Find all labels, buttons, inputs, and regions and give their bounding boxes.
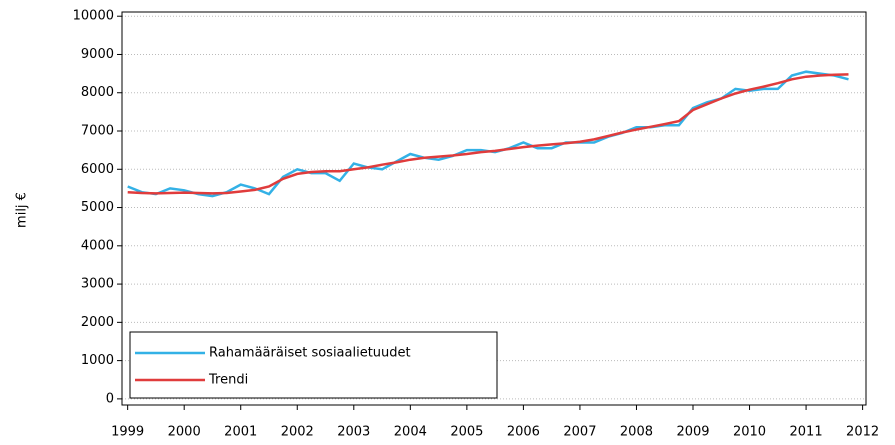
y-tick-label: 5000 [81,200,114,215]
y-tick-label: 10000 [73,9,114,24]
y-tick-label: 8000 [81,85,114,100]
x-tick-label: 2002 [281,425,314,440]
x-tick-label: 2006 [507,425,540,440]
legend-label: Rahamääräiset sosiaalietuudet [209,346,411,361]
x-tick-label: 2000 [168,425,201,440]
x-tick-label: 2004 [394,425,427,440]
legend-label: Trendi [208,373,248,388]
legend-box [129,331,498,399]
y-tick-label: 3000 [81,277,114,292]
y-tick-label: 1000 [81,353,114,368]
x-tick-label: 2008 [620,425,653,440]
x-tick-label: 2001 [224,425,257,440]
x-tick-label: 2011 [790,425,823,440]
y-tick-label: 6000 [81,162,114,177]
x-tick-label: 2005 [450,425,483,440]
x-tick-label: 2003 [337,425,370,440]
x-tick-label: 2012 [846,425,879,440]
x-tick-label: 2009 [676,425,709,440]
y-tick-label: 4000 [81,238,114,253]
series-line [127,73,849,195]
y-tick-label: 9000 [81,47,114,62]
x-tick-label: 1999 [111,425,144,440]
x-tick-label: 2007 [563,425,596,440]
x-tick-label: 2010 [733,425,766,440]
plot-frame [121,11,867,406]
y-axis-label: milj € [15,192,30,228]
series-line [127,70,849,198]
y-tick-label: 2000 [81,315,114,330]
y-tick-label: 0 [106,391,114,406]
legend: Rahamääräiset sosiaalietuudet Trendi [129,331,498,399]
y-tick-label: 7000 [81,124,114,139]
